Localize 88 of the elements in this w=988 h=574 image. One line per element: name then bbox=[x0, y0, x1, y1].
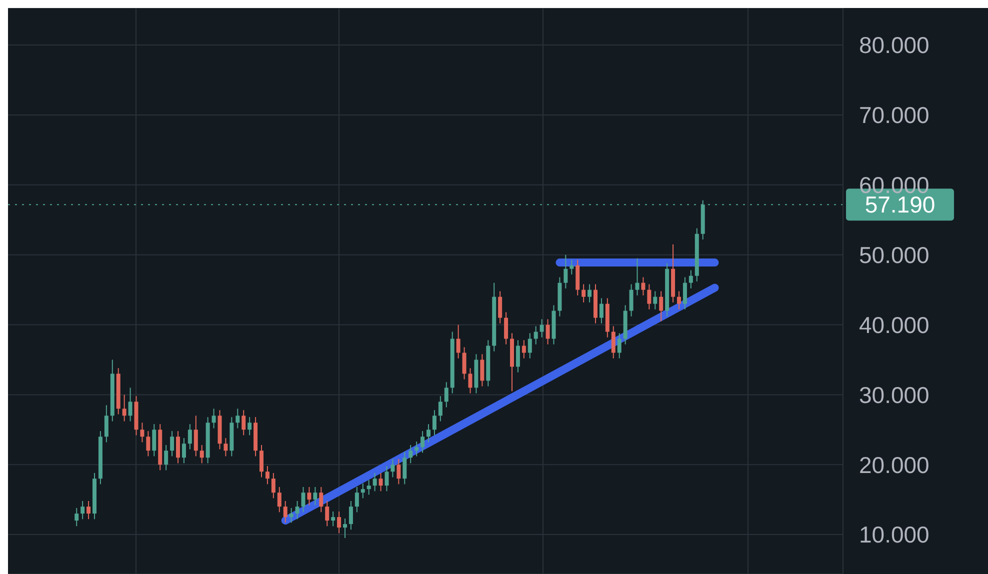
candlestick bbox=[313, 486, 318, 506]
candlestick bbox=[653, 290, 658, 310]
candlestick bbox=[390, 458, 395, 478]
candlestick bbox=[659, 290, 664, 322]
y-tick-label: 30.000 bbox=[859, 382, 930, 408]
y-tick-label: 40.000 bbox=[859, 312, 930, 338]
candlestick bbox=[504, 312, 508, 345]
candlestick bbox=[140, 422, 144, 443]
candlestick bbox=[277, 486, 282, 513]
candlestick bbox=[283, 500, 288, 524]
candlestick bbox=[248, 416, 252, 436]
candlestick bbox=[152, 424, 156, 457]
candlestick bbox=[104, 404, 108, 443]
candlestick bbox=[480, 354, 484, 387]
candlestick bbox=[122, 394, 126, 422]
candlestick bbox=[224, 438, 228, 457]
y-tick-label: 70.000 bbox=[859, 102, 930, 128]
candlestick bbox=[528, 332, 532, 359]
candlestick bbox=[611, 326, 616, 359]
candlestick bbox=[74, 507, 79, 527]
candlestick bbox=[343, 518, 347, 539]
candlestick bbox=[164, 444, 168, 471]
candlestick bbox=[80, 500, 85, 520]
candlestick bbox=[170, 430, 174, 457]
candlestick bbox=[128, 387, 132, 422]
candlestick bbox=[570, 259, 574, 275]
candlestick bbox=[242, 410, 246, 436]
candlestick bbox=[444, 382, 448, 408]
candlestick bbox=[522, 340, 526, 359]
candlestick bbox=[289, 507, 294, 524]
candlestick bbox=[236, 408, 240, 429]
candlestick bbox=[534, 326, 538, 345]
candlestick bbox=[265, 466, 270, 485]
candlestick bbox=[647, 284, 652, 310]
candlestick bbox=[582, 284, 586, 303]
candlestick bbox=[212, 408, 216, 429]
candlestick bbox=[629, 284, 634, 317]
candlestick bbox=[588, 284, 592, 303]
candlestick bbox=[307, 486, 312, 506]
candlestick bbox=[677, 290, 681, 310]
candlestick bbox=[420, 430, 425, 454]
candlestick bbox=[641, 276, 646, 296]
candlestick bbox=[426, 424, 430, 443]
y-tick-label: 50.000 bbox=[859, 242, 930, 268]
candlestick bbox=[146, 430, 150, 457]
candlestick bbox=[432, 410, 436, 436]
y-tick-label: 20.000 bbox=[859, 452, 930, 478]
candlestick bbox=[498, 290, 502, 324]
candlestick bbox=[414, 441, 419, 457]
candlestick bbox=[271, 472, 276, 499]
candlestick bbox=[438, 396, 442, 422]
candlestick bbox=[319, 486, 324, 513]
candlestick bbox=[540, 318, 544, 338]
candlestick bbox=[468, 368, 472, 394]
y-tick-label: 80.000 bbox=[859, 32, 930, 58]
candlestick bbox=[617, 332, 622, 359]
candlestick bbox=[462, 346, 466, 380]
candlestick bbox=[682, 276, 687, 310]
candlestick bbox=[337, 510, 342, 534]
candlestick bbox=[366, 480, 371, 496]
candlestick bbox=[384, 466, 389, 492]
candlestick bbox=[194, 415, 198, 457]
candlestick bbox=[360, 483, 365, 499]
candlestick bbox=[372, 472, 377, 492]
candlestick bbox=[564, 254, 568, 289]
candlestick bbox=[348, 500, 353, 530]
candlestick bbox=[354, 486, 359, 513]
y-tick-label: 10.000 bbox=[859, 522, 930, 548]
candlestick bbox=[599, 298, 604, 324]
candlestick bbox=[378, 472, 383, 492]
candlestick bbox=[176, 430, 180, 464]
candlestick bbox=[516, 340, 520, 373]
candlestick bbox=[325, 500, 330, 527]
candlestick bbox=[546, 318, 550, 345]
candlestick bbox=[182, 438, 186, 464]
candlestick bbox=[402, 452, 407, 485]
candlestick bbox=[260, 444, 264, 478]
candlestick bbox=[688, 270, 693, 289]
candlestick bbox=[396, 458, 401, 485]
candlestick bbox=[295, 500, 300, 520]
candlestick bbox=[408, 444, 413, 464]
candlestick bbox=[188, 424, 192, 450]
candlestick bbox=[456, 324, 460, 359]
candlestick bbox=[331, 510, 336, 527]
candlestick bbox=[301, 486, 306, 513]
candlestick bbox=[200, 444, 204, 464]
candlestick bbox=[635, 258, 640, 296]
candlestick bbox=[86, 500, 91, 520]
